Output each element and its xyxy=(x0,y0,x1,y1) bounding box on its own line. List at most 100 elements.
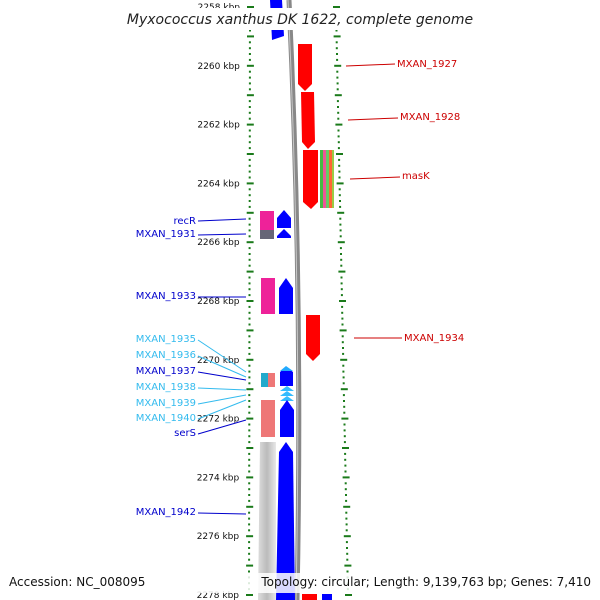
tick-mark-left xyxy=(248,499,251,502)
label-mxan1939: MXAN_1939 xyxy=(136,398,196,409)
tick-mark-left xyxy=(248,176,251,179)
tick-mark-right xyxy=(338,194,341,197)
tick-mark-right xyxy=(341,311,344,314)
tick-mark-left xyxy=(248,411,251,414)
tick-mark-left xyxy=(248,364,251,367)
tick-mark-left xyxy=(248,394,251,397)
tick-mark-left xyxy=(248,347,251,349)
tick-mark-left xyxy=(248,341,251,344)
tick-mark-right xyxy=(340,294,343,297)
tick-mark-right xyxy=(342,370,345,373)
box-mxan1931-gray xyxy=(260,230,274,239)
gene-masK-red xyxy=(303,150,318,209)
tick-mark-left xyxy=(248,41,251,44)
tick-mark-right xyxy=(344,464,347,467)
box-serS-salmon xyxy=(261,400,275,437)
tick-mark-right xyxy=(341,417,349,420)
tick-mark-right xyxy=(345,511,348,514)
tick-mark-left xyxy=(248,158,251,161)
tick-mark-left xyxy=(248,247,251,250)
tick-mark-right xyxy=(343,411,346,414)
tick-mark-left xyxy=(248,147,251,150)
tick-mark-right xyxy=(340,388,348,391)
tick-mark-right xyxy=(336,182,344,185)
tick-mark-left xyxy=(248,482,251,485)
leader-mxan1935 xyxy=(197,339,247,373)
tick-mark-left xyxy=(246,123,254,126)
tick-mark-left xyxy=(248,70,251,73)
tick-mark-right xyxy=(344,452,347,455)
tick-mark-left xyxy=(248,370,251,373)
tick-mark-right xyxy=(335,41,338,44)
tick-mark-right xyxy=(339,229,342,232)
gene-mxan1934-red xyxy=(306,315,320,361)
tick-label: 2268 kbp xyxy=(197,297,240,307)
tick-mark-right xyxy=(337,117,340,120)
leader-mxan1942 xyxy=(197,512,247,515)
tick-mark-left xyxy=(248,170,251,173)
tick-mark-left xyxy=(247,35,254,38)
tick-mark-right xyxy=(336,76,339,79)
leader-mxan1927 xyxy=(345,63,396,67)
leader-mxan1940 xyxy=(197,399,247,420)
tick-mark-right xyxy=(338,176,341,179)
tick-label: 2272 kbp xyxy=(197,415,240,425)
tick-mark-right xyxy=(336,153,343,155)
tick-mark-right xyxy=(337,129,340,132)
tick-mark-right xyxy=(343,405,346,408)
tick-mark-left xyxy=(249,29,251,32)
tick-mark-left xyxy=(248,488,251,491)
tick-mark-right xyxy=(340,258,343,261)
gene-serS-blue xyxy=(280,400,294,437)
tick-mark-left xyxy=(248,523,251,526)
label-mxan1935: MXAN_1935 xyxy=(136,334,196,345)
tick-mark-left xyxy=(246,270,254,273)
tick-mark-right xyxy=(339,329,347,332)
label-mxan1937: MXAN_1937 xyxy=(136,366,196,377)
tick-mark-right xyxy=(339,235,342,238)
tick-mark-right xyxy=(338,170,341,173)
tick-mark-left xyxy=(246,94,254,97)
leader-masK xyxy=(349,176,401,180)
tick-label: 2270 kbp xyxy=(197,356,240,366)
tick-mark-left xyxy=(248,547,251,549)
tick-mark-left xyxy=(248,294,251,297)
title-backing xyxy=(126,8,474,30)
tick-mark-right xyxy=(339,247,342,250)
tick-mark-right xyxy=(337,241,345,244)
tick-label: 2278 kbp xyxy=(197,591,240,600)
gray-gene-block xyxy=(258,442,276,600)
gene-bottom-red xyxy=(302,594,317,600)
tick-mark-left xyxy=(246,300,254,302)
map-title: Myxococcus xanthus DK 1622, complete gen… xyxy=(127,12,473,28)
tick-mark-right xyxy=(342,347,344,349)
tick-mark-right xyxy=(336,70,339,73)
tick-mark-right xyxy=(333,6,340,8)
tick-mark-left xyxy=(248,494,251,496)
tick-mark-left xyxy=(248,305,251,308)
tick-mark-right xyxy=(337,141,340,144)
tick-mark-right xyxy=(344,482,347,485)
tick-mark-left xyxy=(246,535,254,538)
leader-mxan1939 xyxy=(197,394,247,405)
tick-mark-left xyxy=(248,552,251,555)
tick-mark-left xyxy=(246,505,254,508)
tick-mark-left xyxy=(248,235,251,238)
tick-mark-left xyxy=(248,282,251,285)
tick-mark-right xyxy=(341,335,344,338)
tick-mark-right xyxy=(342,394,345,397)
tick-mark-right xyxy=(345,529,348,532)
tick-mark-right xyxy=(343,505,351,508)
tick-mark-right xyxy=(339,223,342,226)
tick-mark-right xyxy=(341,317,344,320)
tick-columns xyxy=(246,6,352,596)
tick-mark-left xyxy=(246,358,254,361)
tick-label: 2276 kbp xyxy=(197,532,240,542)
tick-mark-left xyxy=(248,458,251,461)
tick-mark-right xyxy=(337,111,340,114)
tick-mark-left xyxy=(248,435,251,438)
tick-mark-left xyxy=(246,564,254,567)
tick-mark-right xyxy=(336,82,339,85)
left-leader-lines xyxy=(197,218,247,515)
tick-mark-right xyxy=(340,264,343,267)
